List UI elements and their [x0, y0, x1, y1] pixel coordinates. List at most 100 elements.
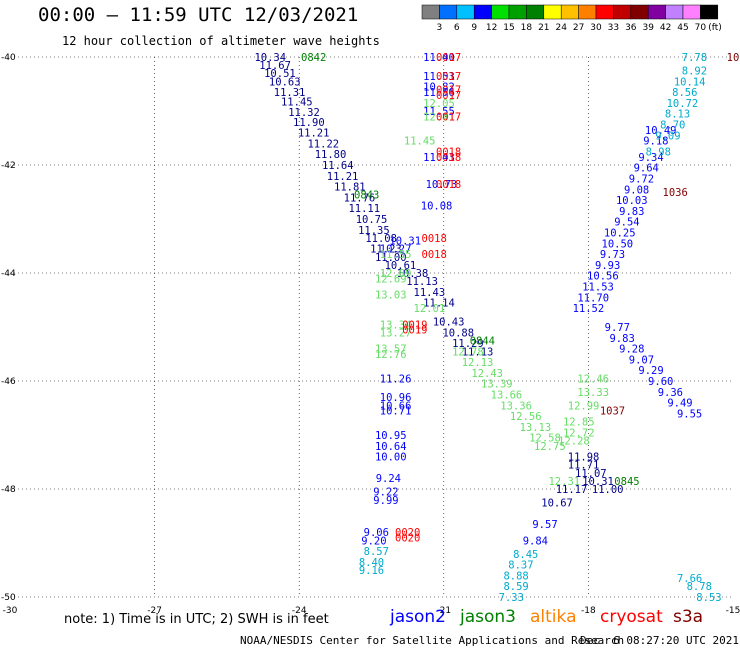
data-label: 12.69 [375, 273, 407, 285]
colorbar-swatch [560, 4, 579, 20]
data-label: 10.61 [385, 260, 417, 272]
data-label: 12.99 [568, 400, 600, 412]
colorbar-swatch [647, 4, 666, 20]
data-label: 12.56 [510, 411, 542, 423]
x-tick-label: -21 [436, 606, 451, 616]
grid [10, 56, 733, 598]
footer-credit: NOAA/NESDIS Center for Satellite Applica… [240, 634, 625, 647]
data-label: 8.13 [665, 109, 690, 121]
data-label: 11.76 [344, 192, 376, 204]
data-label: 11.13 [462, 346, 494, 358]
colorbar-swatch [700, 4, 719, 20]
data-label: 9.83 [619, 206, 644, 218]
data-label: 10.95 [375, 430, 407, 442]
data-label: 11.53 [582, 282, 614, 294]
data-label: 8.92 [682, 66, 707, 78]
legend-cryosat: cryosat [600, 607, 663, 627]
data-label: 7.33 [499, 592, 524, 604]
data-label: 0019 [402, 325, 427, 337]
data-label: 8.59 [503, 581, 528, 593]
data-label: 9.16 [359, 565, 384, 577]
data-label: 9.18 [643, 136, 668, 148]
data-label: 0020 [395, 533, 420, 545]
data-label: 11.45 [281, 96, 313, 108]
data-label: 9.09 [655, 130, 680, 142]
data-label: 13.33 [577, 387, 609, 399]
data-label: 0018 [436, 152, 461, 164]
data-label: 11.21 [327, 171, 359, 183]
data-label: 12.43 [471, 368, 503, 380]
data-label: 8.40 [359, 557, 384, 569]
data-label: 11.07 [575, 468, 607, 480]
data-label: 12.31 [548, 476, 580, 488]
data-label: 12.58 [529, 433, 561, 445]
data-label: 0844 [470, 336, 495, 348]
legend-jason3: jason3 [460, 607, 516, 627]
data-label: 13.36 [500, 400, 532, 412]
data-label: 12.78 [452, 346, 484, 358]
data-label: 9.64 [634, 163, 659, 175]
colorbar-swatch [456, 4, 475, 20]
data-label: 11.43 [423, 152, 455, 164]
data-label: 0017 [436, 52, 461, 64]
data-label: 12.13 [462, 357, 494, 369]
data-label: 11.81 [334, 182, 366, 194]
note-text: note: 1) Time is in UTC; 2) SWH is in fe… [64, 612, 329, 627]
data-label: 10.88 [442, 327, 474, 339]
x-tick-label: -18 [581, 606, 596, 616]
data-label: 12.01 [414, 303, 446, 315]
data-label: 11.70 [577, 292, 609, 304]
data-label: 8.56 [672, 87, 697, 99]
data-label: 13.03 [375, 290, 407, 302]
data-label: 11.56 [423, 87, 455, 99]
data-label: 9.36 [658, 387, 683, 399]
data-label: 9.24 [376, 473, 401, 485]
colorbar-swatch [439, 4, 458, 20]
data-label: 11.53 [423, 71, 455, 83]
data-label: 12.05 [423, 98, 455, 110]
data-label: 12.85 [563, 417, 595, 429]
data-label: 0018 [422, 233, 447, 245]
colorbar-swatch [543, 4, 562, 20]
data-label: 9.84 [523, 535, 548, 547]
data-label: 12.28 [558, 435, 590, 447]
data-label: 9.83 [609, 333, 634, 345]
data-label: 11.00 [375, 252, 407, 264]
data-label: 10.64 [375, 441, 407, 453]
data-label: 9.57 [532, 519, 557, 531]
colorbar-swatch [526, 4, 545, 20]
data-label: 9.29 [638, 365, 663, 377]
data-label: 10.75 [356, 214, 388, 226]
data-label: 8.53 [696, 592, 721, 604]
colorbar-label: 36 [625, 23, 637, 33]
data-label: 10.25 [604, 228, 636, 240]
axes: -30 -27 -24 -21 -18 -15 -40 -42 -44 -46 -48 -50 [1, 53, 740, 616]
colorbar-swatch [473, 4, 492, 20]
data-label: 0019 [402, 319, 427, 331]
colorbar-label: 27 [573, 23, 584, 33]
colorbar-swatch [682, 4, 701, 20]
y-tick-label: -46 [1, 377, 16, 387]
data-label: 11.55 [380, 249, 412, 261]
data-label: 10 [727, 52, 740, 64]
legend-altika: altika [530, 607, 577, 627]
colorbar-swatch [613, 4, 632, 20]
data-label: 10.67 [541, 498, 573, 510]
data-label: 0018 [422, 249, 447, 261]
data-label: 11.35 [358, 225, 390, 237]
colorbar-label: 24 [555, 23, 567, 33]
data-label: 11.21 [298, 128, 330, 140]
colorbar-label: 39 [642, 23, 654, 33]
data-label: 11.29 [452, 338, 484, 350]
data-label: 0017 [436, 111, 461, 123]
data-label: 10.31 [389, 236, 421, 248]
data-label: 11.00 [592, 484, 624, 496]
data-label: 0845 [614, 476, 639, 488]
data-label: 0842 [301, 52, 326, 64]
data-label: 11.90 [293, 117, 325, 129]
data-label: 0018 [436, 147, 461, 159]
data-label: 11.13 [406, 276, 438, 288]
data-label: 10.82 [423, 82, 455, 94]
data-label: 0018 [436, 179, 461, 191]
colorbar-unit: (ft) [708, 23, 722, 33]
